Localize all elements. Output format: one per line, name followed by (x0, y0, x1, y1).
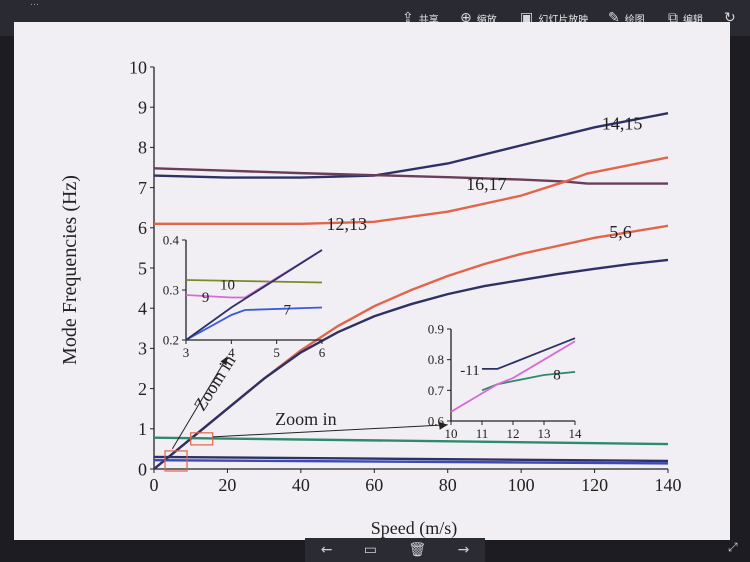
share-button[interactable]: ⇪ 共享 (402, 10, 439, 26)
y-tick-label: 0.8 (428, 352, 444, 367)
bottom-navigation: ← ▭ 🗑 → (305, 538, 485, 562)
y-tick-label: 0.2 (163, 333, 179, 348)
photo-of-screen: 0 20 40 60 80 100 120 140 0 1 2 3 4 5 6 7 8 9 10 14,15 16,17… (14, 22, 730, 540)
main-chart: 0 20 40 60 80 100 120 14001234567891014,1516,17… (59, 57, 682, 539)
zoom-arrow-left (171, 356, 228, 450)
annotation-label: 5,6 (609, 222, 632, 242)
y-tick-label: 2 (138, 379, 147, 399)
x-tick-label: 0 (150, 475, 159, 495)
annotation-label: 9 (202, 290, 210, 306)
rotate-button[interactable]: ↻ (724, 8, 736, 28)
series-line (153, 436, 669, 446)
x-tick-label: 6 (319, 345, 326, 360)
x-axis-title: Speed (m/s) (371, 518, 457, 539)
y-axis-title: Mode Frequencies (Hz) (59, 175, 81, 365)
share-icon: ⇪ (402, 10, 414, 26)
y-tick-label: 9 (138, 98, 147, 118)
annotation-label: 10 (220, 278, 235, 294)
annotation-label: 8 (553, 368, 561, 384)
annotation-label: 7 (283, 303, 291, 319)
y-tick-label: 4 (138, 299, 147, 319)
series-line (450, 340, 576, 413)
series-line (153, 167, 668, 185)
expand-icon[interactable]: ⤢ (728, 540, 738, 554)
x-tick-label: 5 (273, 345, 280, 360)
y-tick-label: 3 (138, 339, 147, 359)
series-line (153, 458, 669, 465)
x-tick-label: 120 (581, 475, 608, 495)
x-tick-label: 20 (218, 475, 236, 495)
x-tick-label: 12 (507, 426, 520, 441)
series-line (482, 337, 576, 370)
edit-button[interactable]: ⧉ 编辑 (668, 10, 703, 26)
x-tick-label: 11 (476, 426, 489, 441)
trash-icon[interactable]: 🗑 (408, 542, 427, 558)
annotation-label: 16,17 (466, 174, 507, 194)
annotation-label: 12,13 (327, 214, 368, 234)
series-line (153, 258, 669, 470)
slide-thumb-icon[interactable]: ▭ (363, 542, 378, 558)
rotate-icon: ↻ (724, 10, 736, 26)
series-line (185, 249, 323, 341)
zoom-box-right (190, 432, 214, 446)
document-title: … (30, 0, 39, 8)
series-line (153, 455, 669, 463)
series-line (154, 156, 669, 225)
annotation-label: -11 (460, 363, 479, 379)
pen-icon: ✎ (608, 10, 620, 26)
y-tick-label: 1 (138, 419, 147, 439)
y-tick-label: 0.3 (163, 283, 179, 298)
y-tick-label: 0.9 (428, 322, 444, 337)
x-tick-label: 80 (439, 475, 457, 495)
y-tick-label: 6 (138, 218, 147, 238)
x-tick-label: 3 (183, 345, 190, 360)
x-tick-label: 100 (508, 475, 535, 495)
x-tick-label: 140 (655, 475, 682, 495)
series-line (481, 371, 576, 392)
y-tick-label: 7 (138, 178, 147, 198)
frequency-chart: 0 20 40 60 80 100 120 14001234567891014,1516,17… (59, 57, 682, 539)
x-tick-label: 14 (569, 426, 583, 441)
x-tick-label: 60 (365, 475, 383, 495)
arrow-right-icon[interactable]: → (457, 542, 470, 558)
series-line (185, 279, 323, 284)
zoom-arrow-right (212, 424, 448, 438)
inset-chart-left: 3 4 5 6 0.2 0.3 0.4 10 9 7 (163, 233, 326, 360)
zoom-icon: ⊕ (460, 10, 472, 26)
x-tick-label: 13 (538, 426, 551, 441)
inset-chart-right: 10 11 12 13 140.60.70.80.9-11 8 (428, 322, 582, 441)
y-tick-label: 5 (138, 258, 147, 278)
zoom-indicators (164, 356, 448, 472)
arrow-head (438, 421, 448, 430)
arrow-left-icon[interactable]: ← (320, 542, 333, 558)
annotation-label: Zoom in (275, 409, 337, 429)
zoom-box-left (164, 450, 188, 472)
x-tick-label: 40 (292, 475, 310, 495)
draw-button[interactable]: ✎ 绘图 (608, 10, 645, 26)
edit-image-icon: ⧉ (668, 10, 678, 26)
annotation-label: 14,15 (602, 114, 643, 134)
x-tick-label: 4 (228, 345, 235, 360)
y-tick-label: 0.7 (428, 383, 445, 398)
y-tick-label: 10 (129, 57, 147, 77)
y-tick-label: 8 (138, 138, 147, 158)
x-tick-label: 10 (445, 426, 458, 441)
series-line (185, 306, 323, 341)
y-tick-label: 0.4 (163, 233, 180, 248)
arrow-head (220, 356, 228, 366)
zoom-button[interactable]: ⊕ 缩放 (460, 10, 497, 26)
series-line (153, 112, 669, 179)
y-tick-label: 0 (138, 459, 147, 479)
